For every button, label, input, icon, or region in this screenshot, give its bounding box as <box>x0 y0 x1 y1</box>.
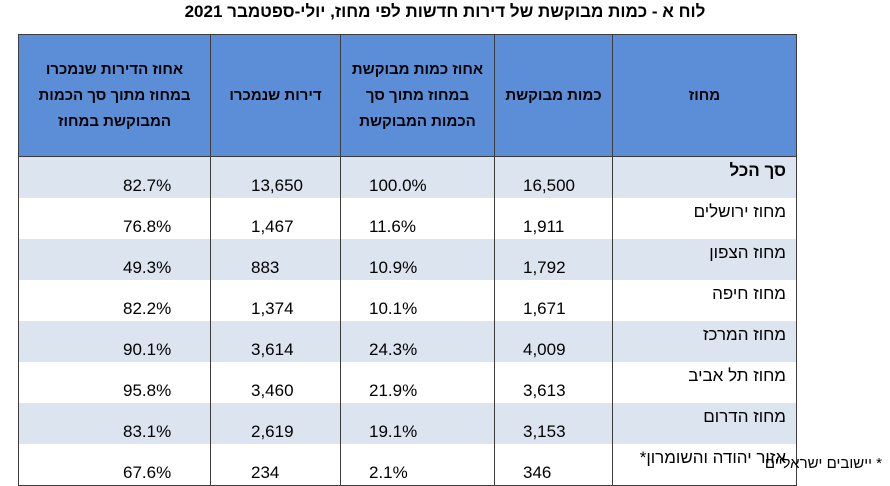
cell-district: מחוז הצפון <box>612 239 797 280</box>
cell-pct-sold: 82.2% <box>18 280 211 321</box>
cell-sold: 2,619 <box>210 403 341 444</box>
cell-quantity: 3,153 <box>494 403 613 444</box>
table-header-row: מחוז כמות מבוקשת אחוז כמות מבוקשת במחוז … <box>18 34 797 157</box>
cell-district: מחוז חיפה <box>612 280 797 321</box>
header-quantity: כמות מבוקשת <box>494 34 613 157</box>
cell-quantity: 3,613 <box>494 362 613 403</box>
cell-district: מחוז הדרום <box>612 403 797 444</box>
district-table-container: מחוז כמות מבוקשת אחוז כמות מבוקשת במחוז … <box>18 34 797 486</box>
district-demand-table: מחוז כמות מבוקשת אחוז כמות מבוקשת במחוז … <box>18 34 797 486</box>
cell-quantity: 4,009 <box>494 321 613 362</box>
cell-pct-sold: 76.8% <box>18 198 211 239</box>
cell-pct-sold: 49.3% <box>18 239 211 280</box>
cell-district: מחוז המרכז <box>612 321 797 362</box>
cell-district: סך הכל <box>612 156 797 198</box>
cell-pct-of-total: 19.1% <box>340 403 495 444</box>
cell-pct-of-total: 21.9% <box>340 362 495 403</box>
cell-pct-of-total: 10.9% <box>340 239 495 280</box>
cell-quantity: 346 <box>494 444 613 486</box>
cell-sold: 1,467 <box>210 198 341 239</box>
cell-pct-sold: 67.6% <box>18 444 211 486</box>
cell-pct-sold: 83.1% <box>18 403 211 444</box>
cell-pct-sold: 90.1% <box>18 321 211 362</box>
cell-pct-of-total: 11.6% <box>340 198 495 239</box>
cell-district: מחוז ירושלים <box>612 198 797 239</box>
cell-district: מחוז תל אביב <box>612 362 797 403</box>
cell-pct-sold: 95.8% <box>18 362 211 403</box>
table-row: מחוז תל אביב 3,613 21.9% 3,460 95.8% <box>18 362 797 403</box>
table-row: מחוז הדרום 3,153 19.1% 2,619 83.1% <box>18 403 797 444</box>
header-sold: דירות שנמכרו <box>210 34 341 157</box>
cell-sold: 234 <box>210 444 341 486</box>
cell-pct-of-total: 24.3% <box>340 321 495 362</box>
header-pct-sold: אחוז הדירות שנמכרו במחוז מתוך סך הכמות ה… <box>18 34 211 157</box>
cell-quantity: 1,911 <box>494 198 613 239</box>
cell-quantity: 1,792 <box>494 239 613 280</box>
table-row: אזור יהודה והשומרון* 346 2.1% 234 67.6% <box>18 444 797 486</box>
cell-district: אזור יהודה והשומרון* <box>612 444 797 486</box>
cell-pct-of-total: 2.1% <box>340 444 495 486</box>
table-row: מחוז ירושלים 1,911 11.6% 1,467 76.8% <box>18 198 797 239</box>
cell-pct-sold: 82.7% <box>18 156 211 198</box>
table-row-total: סך הכל 16,500 100.0% 13,650 82.7% <box>18 156 797 198</box>
cell-sold: 3,460 <box>210 362 341 403</box>
cell-sold: 1,374 <box>210 280 341 321</box>
cell-quantity: 1,671 <box>494 280 613 321</box>
header-district: מחוז <box>612 34 797 157</box>
cell-sold: 883 <box>210 239 341 280</box>
cell-pct-of-total: 10.1% <box>340 280 495 321</box>
cell-quantity: 16,500 <box>494 156 613 198</box>
table-row: מחוז הצפון 1,792 10.9% 883 49.3% <box>18 239 797 280</box>
table-row: מחוז חיפה 1,671 10.1% 1,374 82.2% <box>18 280 797 321</box>
table-title: לוח א - כמות מבוקשת של דירות חדשות לפי מ… <box>184 2 706 21</box>
cell-sold: 13,650 <box>210 156 341 198</box>
table-row: מחוז המרכז 4,009 24.3% 3,614 90.1% <box>18 321 797 362</box>
header-pct-of-total: אחוז כמות מבוקשת במחוז מתוך סך הכמות המב… <box>340 34 495 157</box>
cell-pct-of-total: 100.0% <box>340 156 495 198</box>
footnote: * יישובים ישראליים <box>764 455 882 472</box>
cell-sold: 3,614 <box>210 321 341 362</box>
